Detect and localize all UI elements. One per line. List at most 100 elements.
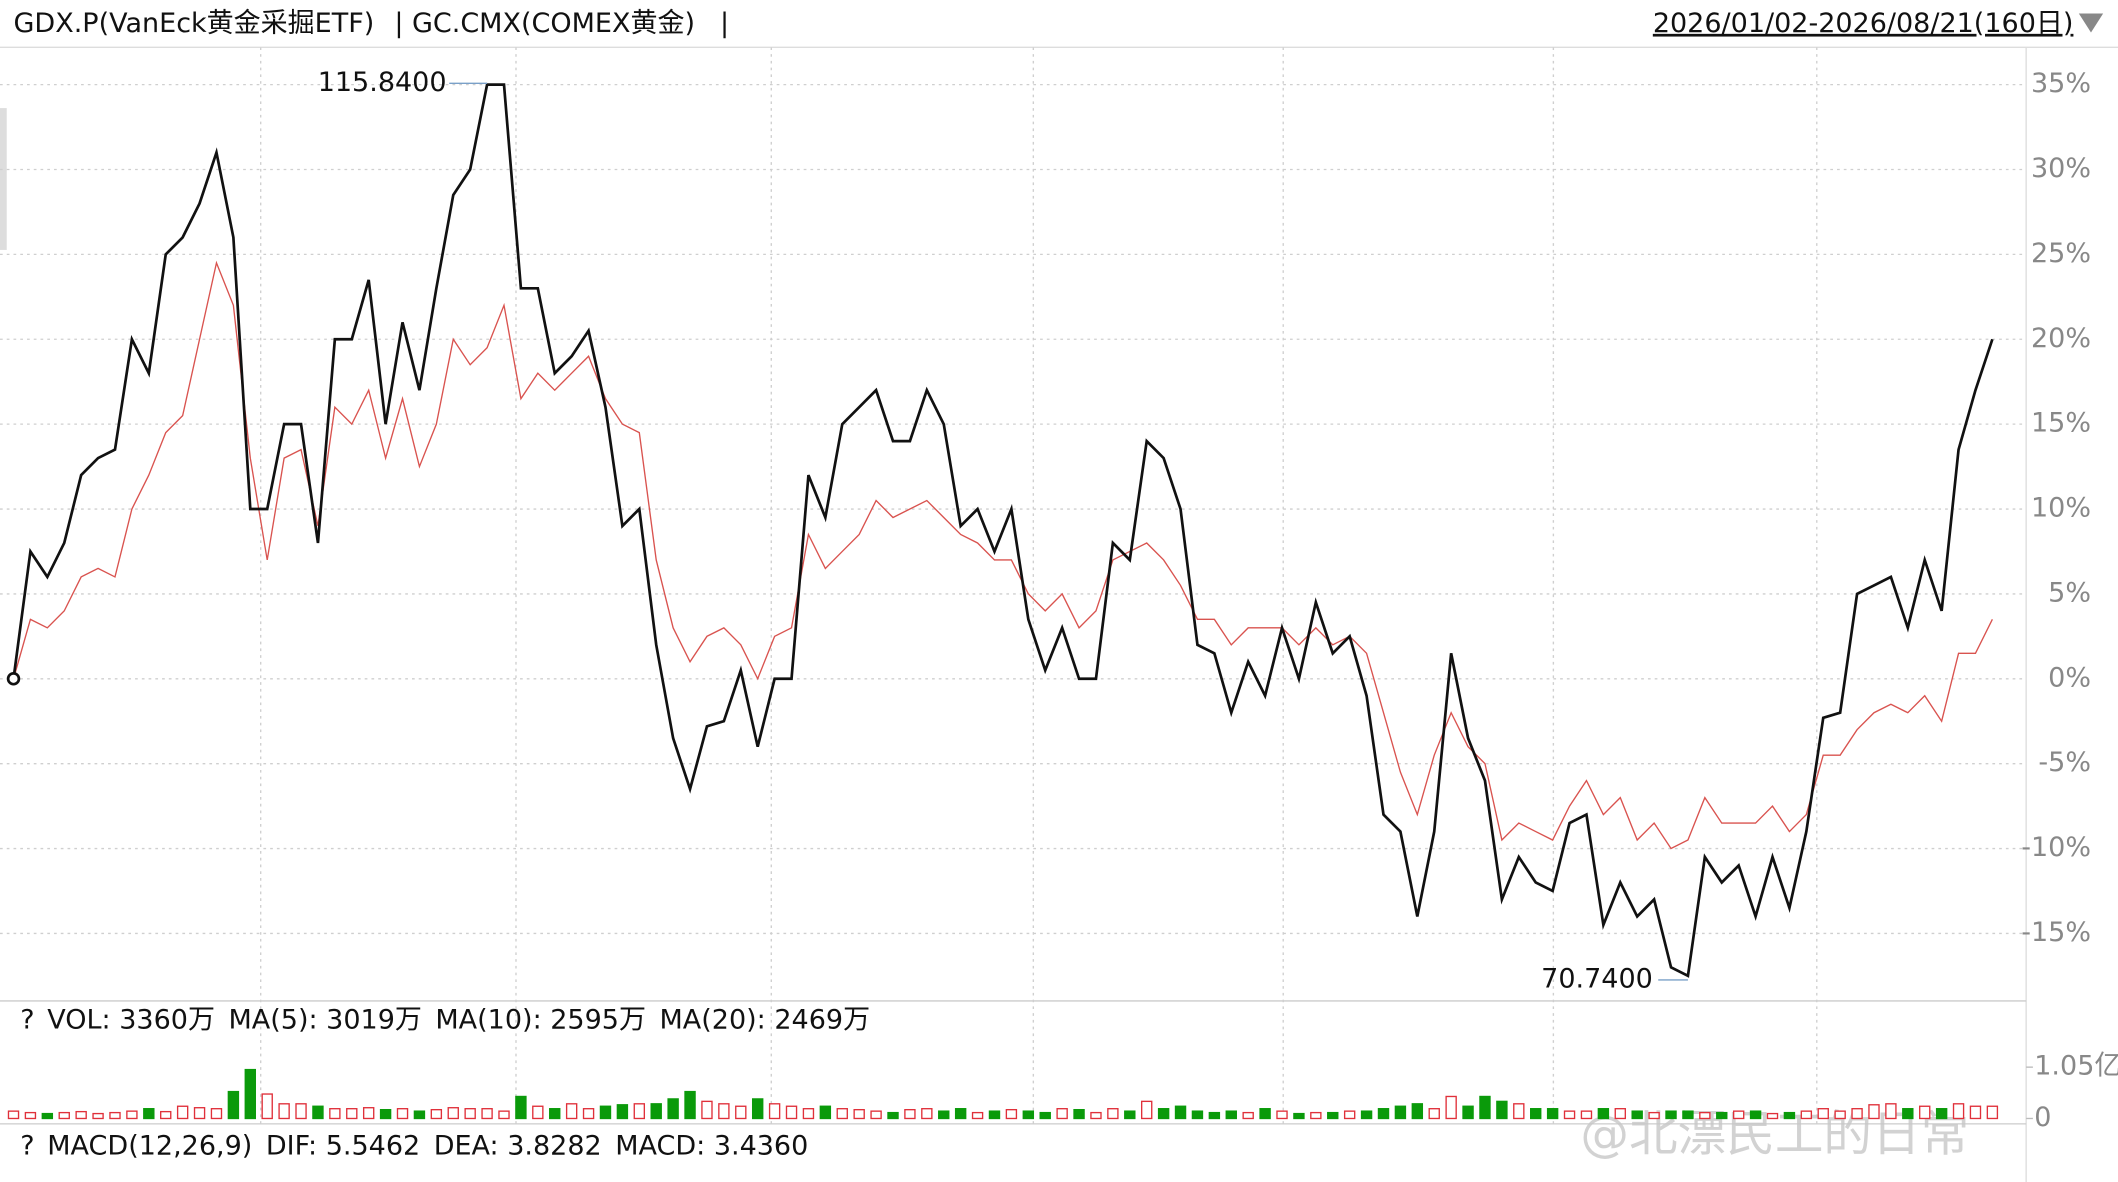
volume-bar bbox=[1039, 1111, 1051, 1120]
volume-bar bbox=[41, 1112, 54, 1120]
volume-bar bbox=[1580, 1110, 1593, 1120]
start-marker bbox=[6, 672, 21, 686]
volume-bar bbox=[667, 1098, 679, 1120]
volume-bar bbox=[126, 1110, 138, 1120]
volume-bar bbox=[751, 1098, 764, 1120]
volume-bar bbox=[379, 1108, 392, 1120]
volume-bar bbox=[904, 1108, 916, 1120]
volume-bar bbox=[1343, 1110, 1356, 1120]
volume-bar bbox=[1648, 1111, 1660, 1120]
volume-bar bbox=[1614, 1108, 1626, 1120]
volume-bar bbox=[1327, 1111, 1339, 1120]
volume-bar bbox=[802, 1108, 815, 1120]
volume-bar bbox=[447, 1107, 459, 1120]
volume-bar bbox=[1665, 1110, 1677, 1120]
y-tick-label: -10% bbox=[2021, 832, 2091, 863]
volume-bar bbox=[1800, 1110, 1813, 1120]
volume-bar bbox=[1834, 1110, 1846, 1120]
volume-bar bbox=[295, 1103, 307, 1120]
volume-bar bbox=[1276, 1110, 1288, 1120]
macd-indicator: DIF: 5.5462 bbox=[266, 1130, 420, 1161]
volume-bar bbox=[1546, 1108, 1559, 1120]
y-tick-label: 10% bbox=[2031, 493, 2091, 524]
volume-bar bbox=[498, 1110, 510, 1120]
volume-bar bbox=[1360, 1110, 1373, 1120]
volume-bar bbox=[1530, 1108, 1542, 1120]
series-title[interactable]: GDX.P(VanEck黄金采掘ETF) bbox=[14, 8, 375, 39]
volume-bar bbox=[853, 1108, 865, 1120]
volume-bar bbox=[210, 1108, 223, 1120]
volume-bar bbox=[954, 1108, 967, 1120]
volume-bar bbox=[1462, 1105, 1474, 1120]
volume-bar bbox=[1394, 1105, 1407, 1120]
volume-bar bbox=[921, 1108, 933, 1120]
volume-bar bbox=[1225, 1110, 1237, 1120]
volume-bar bbox=[735, 1105, 747, 1120]
dropdown-icon[interactable] bbox=[2078, 13, 2104, 33]
volume-bar bbox=[1310, 1111, 1322, 1120]
volume-tick-label: 0 bbox=[2034, 1102, 2051, 1133]
volume-bar bbox=[1124, 1110, 1136, 1120]
volume-tick-label: 1.05亿 bbox=[2034, 1051, 2118, 1082]
volume-bar bbox=[633, 1103, 646, 1120]
volume-bar bbox=[532, 1105, 544, 1120]
volume-bar bbox=[430, 1108, 443, 1120]
volume-bar bbox=[413, 1110, 426, 1120]
volume-bar bbox=[988, 1110, 1001, 1120]
volume-bar bbox=[836, 1108, 848, 1120]
volume-bar bbox=[143, 1108, 155, 1120]
scroll-handle[interactable] bbox=[0, 108, 7, 250]
volume-bar bbox=[1919, 1105, 1931, 1120]
series-title[interactable]: GC.CMX(COMEX黄金) bbox=[412, 8, 695, 39]
volume-bar bbox=[75, 1110, 87, 1120]
line-series bbox=[12, 260, 1993, 850]
volume-bar bbox=[1682, 1110, 1694, 1120]
volume-bar bbox=[92, 1112, 104, 1120]
volume-bar bbox=[109, 1111, 121, 1120]
volume-bar bbox=[1885, 1103, 1897, 1120]
volume-bar bbox=[1174, 1105, 1187, 1120]
y-tick-label: -5% bbox=[2038, 747, 2091, 778]
volume-bar bbox=[870, 1110, 882, 1120]
volume-bar bbox=[362, 1107, 375, 1120]
max-label: 115.8400 bbox=[318, 67, 447, 98]
volume-bar bbox=[1513, 1103, 1525, 1120]
date-range[interactable]: 2026/01/02-2026/08/21(160日) bbox=[1653, 8, 2074, 39]
volume-bar bbox=[1022, 1110, 1035, 1120]
volume-bar bbox=[481, 1108, 493, 1120]
volume-bar bbox=[1783, 1111, 1796, 1120]
y-tick-label: 25% bbox=[2031, 238, 2091, 269]
macd-indicator: MACD(12,26,9) bbox=[47, 1130, 252, 1161]
volume-bar bbox=[312, 1105, 324, 1120]
separator: | bbox=[720, 8, 729, 39]
volume-bar bbox=[1716, 1111, 1728, 1120]
volume-bar bbox=[1597, 1108, 1610, 1120]
volume-bar bbox=[971, 1111, 984, 1120]
help-icon: ? bbox=[20, 1130, 34, 1161]
volume-bar bbox=[1969, 1105, 1982, 1120]
volume-bar bbox=[768, 1103, 781, 1120]
volume-bar bbox=[58, 1111, 70, 1120]
volume-bar bbox=[1935, 1108, 1948, 1120]
volume-bar bbox=[24, 1111, 37, 1120]
volume-bar bbox=[515, 1095, 527, 1120]
volume-bar bbox=[329, 1108, 341, 1120]
macd-indicator: MACD: 3.4360 bbox=[615, 1130, 808, 1161]
line-series bbox=[12, 83, 1994, 978]
volume-bar bbox=[599, 1105, 612, 1120]
macd-indicator: DEA: 3.8282 bbox=[434, 1130, 602, 1161]
volume-bar bbox=[1242, 1111, 1254, 1120]
volume-bar bbox=[1952, 1103, 1965, 1120]
volume-bar bbox=[701, 1100, 713, 1120]
volume-bar bbox=[244, 1068, 257, 1120]
volume-bar bbox=[261, 1093, 273, 1120]
volume-bar bbox=[616, 1104, 629, 1120]
volume-bar bbox=[1293, 1112, 1305, 1120]
y-tick-label: 15% bbox=[2031, 408, 2091, 439]
volume-bar bbox=[1428, 1108, 1440, 1120]
volume-bar bbox=[1902, 1108, 1914, 1120]
volume-bar bbox=[346, 1108, 358, 1120]
volume-bar bbox=[1986, 1105, 1999, 1120]
